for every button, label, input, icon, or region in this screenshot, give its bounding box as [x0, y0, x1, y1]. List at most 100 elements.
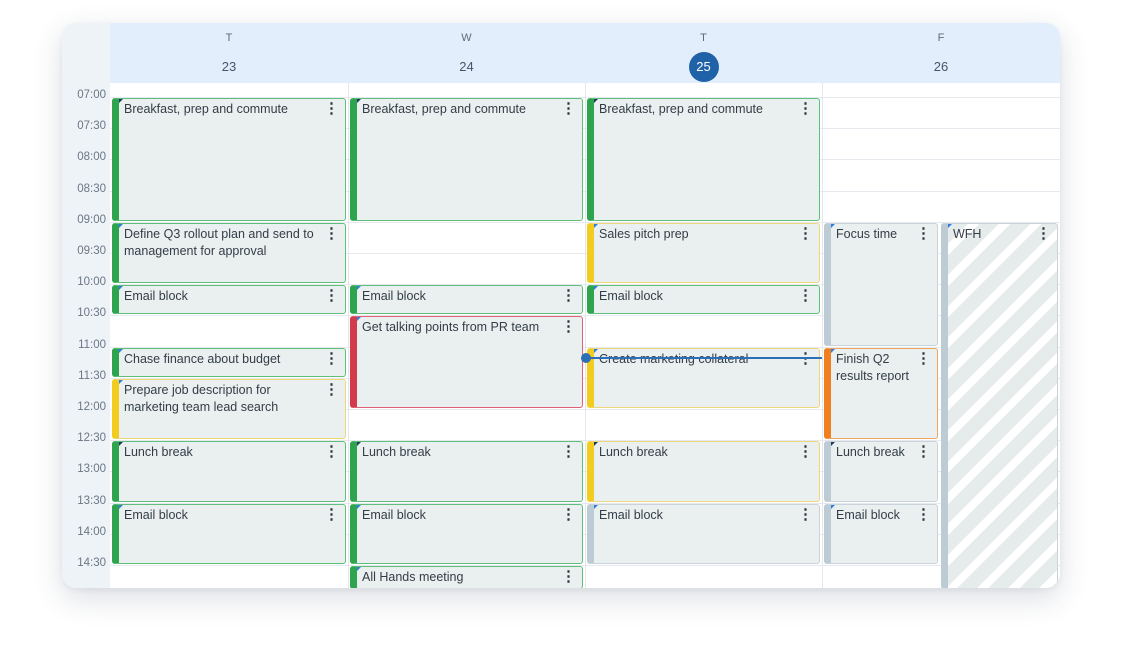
more-options-icon[interactable]: ⋮	[798, 505, 813, 523]
calendar-event[interactable]: W Email block ⋮	[112, 503, 346, 564]
tag-letter: W	[588, 227, 594, 234]
more-options-icon[interactable]: ⋮	[324, 349, 339, 367]
calendar-event[interactable]: W WFH ⋮	[941, 222, 1058, 588]
more-options-icon[interactable]: ⋮	[561, 505, 576, 523]
calendar-event[interactable]: W Email block ⋮	[587, 285, 820, 315]
more-options-icon[interactable]: ⋮	[324, 380, 339, 398]
calendar-event[interactable]: S Lunch break ⋮	[587, 441, 820, 502]
event-title: Lunch break	[836, 445, 905, 460]
more-options-icon[interactable]: ⋮	[561, 443, 576, 461]
more-options-icon[interactable]: ⋮	[916, 224, 931, 242]
calendar-event[interactable]: S Lunch break ⋮	[350, 441, 583, 502]
more-options-icon[interactable]: ⋮	[798, 443, 813, 461]
time-label: 13:00	[77, 463, 106, 476]
tag-letter: W	[942, 227, 948, 234]
time-label: 09:00	[77, 213, 106, 226]
tag-letter: W	[113, 227, 119, 234]
calendar-event[interactable]: W Email block ⋮	[587, 503, 820, 564]
work-tag-icon: W	[594, 286, 599, 298]
time-label: 10:30	[77, 307, 106, 320]
weekday-letter: W	[461, 32, 472, 44]
calendar-event[interactable]: S Breakfast, prep and commute ⋮	[112, 98, 346, 221]
tag-letter: W	[351, 290, 357, 297]
event-title: Lunch break	[124, 445, 193, 460]
current-time-dot	[581, 353, 591, 363]
more-options-icon[interactable]: ⋮	[324, 224, 339, 242]
tag-letter: W	[825, 352, 831, 359]
day-number[interactable]: 23	[221, 59, 237, 74]
event-title: Focus time	[836, 226, 898, 241]
work-tag-icon: W	[357, 286, 362, 298]
work-tag-icon: W	[594, 348, 599, 360]
day-number[interactable]: 24	[459, 59, 474, 74]
tag-letter: S	[825, 446, 830, 453]
more-options-icon[interactable]: ⋮	[916, 443, 931, 461]
day-header-23[interactable]: T 23	[110, 23, 348, 83]
calendar-event[interactable]: W Sales pitch prep ⋮	[587, 222, 820, 284]
work-tag-icon: W	[831, 223, 836, 235]
week-calendar: T 23 W 24 T 25 F 26 07:00 07:30 08:00 08:30 09:00 09…	[62, 23, 1060, 588]
event-title: Email block	[362, 507, 426, 522]
calendar-event[interactable]: S Breakfast, prep and commute ⋮	[350, 98, 583, 221]
event-title: Create marketing collateral	[599, 351, 799, 368]
calendar-event[interactable]: S Lunch break ⋮	[824, 441, 938, 502]
calendar-event[interactable]: W Get talking points from PR team ⋮	[350, 316, 583, 408]
work-tag-icon: W	[357, 317, 362, 329]
event-title: Sales pitch prep	[599, 226, 689, 241]
personal-tag-icon: S	[831, 442, 836, 454]
more-options-icon[interactable]: ⋮	[1036, 224, 1051, 242]
calendar-event[interactable]: W Focus time ⋮	[824, 222, 938, 346]
calendar-event[interactable]: W Email block ⋮	[824, 503, 938, 564]
event-title: Email block	[599, 289, 663, 304]
more-options-icon[interactable]: ⋮	[798, 287, 813, 305]
tag-letter: S	[588, 446, 593, 453]
event-title: Email block	[362, 289, 426, 304]
tag-letter: W	[588, 290, 594, 297]
time-label: 07:30	[77, 120, 106, 133]
event-title: Breakfast, prep and commute	[599, 102, 763, 116]
time-label: 13:30	[77, 494, 106, 507]
calendar-event[interactable]: W Chase finance about budget ⋮	[112, 347, 346, 377]
more-options-icon[interactable]: ⋮	[561, 318, 576, 336]
day-number[interactable]: 26	[933, 59, 949, 74]
calendar-event[interactable]: S Lunch break ⋮	[112, 441, 346, 502]
more-options-icon[interactable]: ⋮	[798, 224, 813, 242]
work-tag-icon: W	[119, 348, 124, 360]
tag-letter: W	[351, 571, 357, 577]
time-label: 09:30	[77, 245, 106, 257]
work-tag-icon: W	[357, 567, 362, 578]
tag-letter: W	[825, 227, 831, 234]
more-options-icon[interactable]: ⋮	[324, 287, 339, 305]
column-divider	[822, 83, 823, 588]
more-options-icon[interactable]: ⋮	[324, 443, 339, 461]
time-label: 11:00	[78, 338, 106, 351]
calendar-event[interactable]: W Email block ⋮	[350, 285, 583, 315]
time-label: 10:00	[77, 276, 106, 289]
calendar-event[interactable]: S Breakfast, prep and commute ⋮	[587, 98, 820, 221]
day-header-26[interactable]: F 26	[822, 23, 1060, 83]
calendar-event[interactable]: W Define Q3 rollout plan and send to mana…	[112, 222, 346, 284]
calendar-event[interactable]: W Email block ⋮	[112, 285, 346, 315]
more-options-icon[interactable]: ⋮	[916, 349, 931, 367]
calendar-event[interactable]: W Email block ⋮	[350, 503, 583, 564]
calendar-event[interactable]: W All Hands meeting ⋮	[350, 566, 583, 588]
more-options-icon[interactable]: ⋮	[561, 287, 576, 305]
more-options-icon[interactable]: ⋮	[561, 568, 576, 585]
today-date-badge[interactable]: 25	[688, 52, 719, 82]
day-header-24[interactable]: W 24	[348, 23, 585, 83]
calendar-event[interactable]: W Finish Q2 results report ⋮	[824, 347, 938, 440]
more-options-icon[interactable]: ⋮	[561, 100, 576, 117]
personal-tag-icon: S	[357, 98, 362, 110]
tag-letter: W	[113, 290, 119, 297]
work-tag-icon: W	[119, 379, 124, 391]
tag-letter: W	[351, 508, 357, 515]
more-options-icon[interactable]: ⋮	[916, 505, 931, 523]
more-options-icon[interactable]: ⋮	[324, 505, 339, 523]
calendar-event[interactable]: W Prepare job description for marketing t…	[112, 378, 346, 440]
column-divider	[585, 83, 586, 588]
time-label: 11:30	[78, 369, 106, 382]
day-header-25[interactable]: T 25	[585, 23, 822, 83]
more-options-icon[interactable]: ⋮	[798, 100, 813, 117]
more-options-icon[interactable]: ⋮	[324, 100, 339, 117]
work-tag-icon: W	[948, 223, 953, 235]
